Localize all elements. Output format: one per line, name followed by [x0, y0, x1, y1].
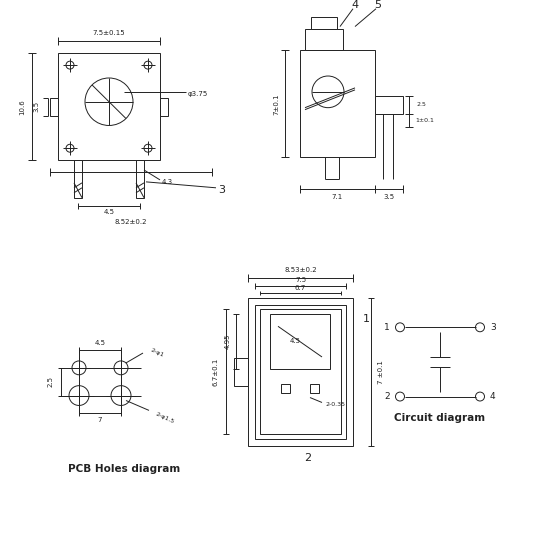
Text: 2.5: 2.5 [416, 102, 426, 107]
Text: 7±0.1: 7±0.1 [273, 93, 279, 114]
Text: 2-φ1: 2-φ1 [150, 348, 165, 359]
Text: 4.5: 4.5 [94, 340, 105, 346]
Text: 4: 4 [490, 392, 496, 401]
Text: 1: 1 [384, 323, 390, 332]
Bar [375, 96, 403, 113]
Text: 6.7±0.1: 6.7±0.1 [213, 357, 219, 386]
Text: 3: 3 [219, 185, 226, 195]
Bar [281, 384, 290, 393]
Bar [74, 160, 82, 198]
Bar [160, 98, 168, 116]
Bar [310, 384, 319, 393]
Text: 10.6: 10.6 [19, 99, 25, 114]
Text: 4: 4 [352, 0, 359, 10]
Text: 2: 2 [305, 453, 312, 463]
Text: 1: 1 [363, 314, 370, 325]
Text: 4.95: 4.95 [225, 334, 231, 349]
Text: Circuit diagram: Circuit diagram [394, 413, 485, 423]
Text: 6.7: 6.7 [295, 285, 306, 291]
Text: 7.5: 7.5 [295, 277, 306, 283]
Bar [300, 50, 375, 157]
Text: 3.5: 3.5 [383, 194, 395, 200]
Text: 4.3: 4.3 [162, 179, 173, 185]
Text: 2.5: 2.5 [48, 376, 54, 387]
Bar [311, 17, 337, 29]
Text: 8.53±0.2: 8.53±0.2 [284, 267, 317, 273]
Text: 7: 7 [98, 417, 102, 423]
Bar [255, 305, 346, 439]
Text: 2-0.35: 2-0.35 [325, 402, 345, 407]
Text: 2: 2 [384, 392, 390, 401]
Bar [136, 160, 144, 198]
Text: 4.5: 4.5 [104, 208, 114, 214]
Bar [58, 53, 160, 160]
Text: 2-φ1.5: 2-φ1.5 [155, 411, 176, 424]
Bar [305, 29, 343, 50]
Bar [248, 298, 353, 446]
Text: φ3.75: φ3.75 [188, 91, 208, 97]
Bar [50, 98, 58, 116]
Text: 3.5: 3.5 [33, 101, 39, 112]
Text: 1±0.1: 1±0.1 [416, 118, 435, 123]
Text: PCB Holes diagram: PCB Holes diagram [68, 464, 180, 474]
Text: 7.5±0.15: 7.5±0.15 [93, 30, 125, 37]
Text: 5: 5 [375, 0, 381, 10]
Bar [270, 314, 330, 369]
Text: 7.1: 7.1 [332, 194, 342, 200]
Text: 7 ±0.1: 7 ±0.1 [378, 360, 384, 384]
Bar [234, 358, 248, 386]
Text: 8.52±0.2: 8.52±0.2 [114, 219, 147, 225]
Text: 4.5: 4.5 [289, 338, 300, 344]
Bar [260, 309, 341, 434]
Text: 3: 3 [490, 323, 496, 332]
